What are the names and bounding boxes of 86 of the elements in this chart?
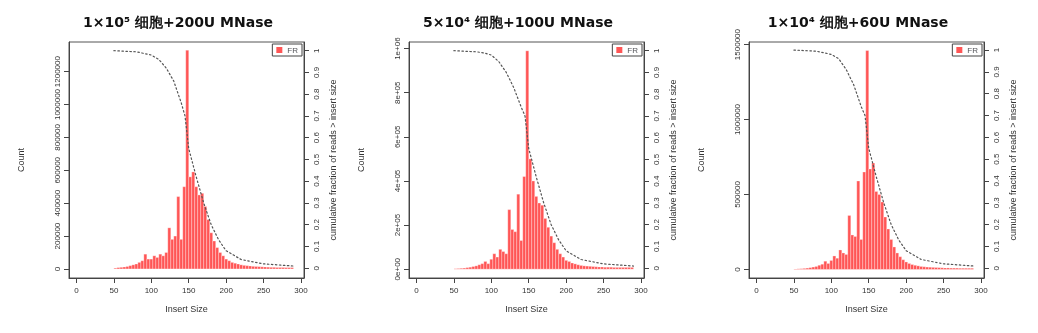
y-tick-label: 4e+05 — [392, 169, 402, 193]
x-tick-label: 150 — [522, 285, 536, 295]
y2-axis-title: cumulative fraction of reads > insert size — [667, 79, 678, 241]
x-tick-label: 100 — [484, 285, 499, 295]
y-tick-label: 1500000 — [732, 28, 742, 61]
x-tick-label: 250 — [256, 285, 271, 295]
x-tick-label: 200 — [559, 285, 574, 295]
y2-tick-label: 0.2 — [991, 218, 1001, 231]
y-tick-label: 2e+05 — [392, 213, 402, 237]
x-tick-label: 150 — [862, 285, 876, 295]
y-tick-label: 1000000 — [732, 103, 742, 136]
y-tick-label: 1000000 — [52, 88, 62, 121]
legend-label: FR — [627, 45, 639, 55]
y2-tick-label: 0.1 — [311, 240, 321, 253]
y-tick-label: 500000 — [732, 180, 742, 208]
y2-tick-label: 0.5 — [991, 153, 1001, 165]
y-axis-title: Count — [695, 147, 706, 173]
y2-tick-label: 1 — [651, 47, 661, 53]
y2-tick-label: 0.2 — [311, 218, 321, 231]
x-axis-title: Insert Size — [845, 303, 888, 314]
chart-title: 1×10⁵ 细胞+200U MNase — [82, 14, 274, 30]
y2-tick-label: 0.3 — [311, 196, 321, 209]
y2-tick-label: 0 — [311, 265, 321, 271]
y2-tick-label: 0 — [651, 265, 661, 271]
y-tick-label: 1200000 — [52, 55, 62, 88]
x-tick-label: 250 — [936, 285, 951, 295]
x-tick-label: 100 — [144, 285, 159, 295]
y2-tick-label: 0.4 — [311, 175, 321, 187]
y2-tick-label: 0.1 — [991, 240, 1001, 252]
y2-tick-label: 0.5 — [651, 153, 661, 166]
y2-axis-title: cumulative fraction of reads > insert size — [327, 79, 338, 241]
y-tick-label: 8e+05 — [392, 80, 402, 104]
y2-tick-label: 0.8 — [311, 88, 321, 100]
y-tick-label: 0e+00 — [392, 257, 402, 281]
y2-tick-label: 0 — [991, 265, 1001, 271]
x-axis-title: Insert Size — [165, 303, 208, 314]
y2-tick-label: 0.4 — [651, 175, 661, 187]
chart-title: 5×10⁴ 细胞+100U MNase — [422, 14, 614, 30]
chart-title: 1×10⁴ 细胞+60U MNase — [767, 14, 949, 30]
y-tick-label: 600000 — [52, 156, 62, 184]
y-axis-title: Count — [355, 147, 366, 173]
y-axis-title: Count — [15, 147, 26, 173]
y2-tick-label: 0.2 — [651, 218, 661, 231]
y2-tick-label: 0.5 — [311, 153, 321, 166]
y2-tick-label: 0.4 — [991, 174, 1001, 187]
y2-tick-label: 0.8 — [991, 87, 1001, 100]
y-tick-label: 0 — [732, 266, 742, 272]
y-tick-label: 6e+05 — [392, 125, 402, 149]
x-tick-label: 100 — [824, 285, 839, 295]
x-tick-label: 250 — [596, 285, 611, 295]
x-tick-label: 0 — [414, 285, 420, 295]
x-tick-label: 300 — [634, 285, 649, 295]
x-tick-label: 200 — [899, 285, 914, 295]
x-tick-label: 300 — [294, 285, 309, 295]
legend-label: FR — [967, 45, 979, 55]
x-tick-label: 300 — [974, 285, 989, 295]
legend-label: FR — [287, 45, 299, 55]
y-tick-label: 200000 — [52, 222, 62, 250]
y2-tick-label: 0.6 — [651, 131, 661, 144]
y2-tick-label: 0.6 — [311, 131, 321, 144]
x-axis-title: Insert Size — [505, 303, 548, 314]
y-tick-label: 800000 — [52, 123, 62, 151]
y-tick-label: 1e+06 — [392, 36, 402, 60]
y2-tick-label: 0.9 — [991, 65, 1001, 78]
y2-tick-label: 0.7 — [991, 109, 1001, 122]
y2-tick-label: 0.8 — [651, 88, 661, 100]
y-tick-label: 0 — [52, 266, 62, 272]
y2-tick-label: 0.3 — [991, 196, 1001, 209]
y2-tick-label: 0.1 — [651, 240, 661, 253]
y2-tick-label: 0.7 — [311, 109, 321, 122]
y2-axis-title: cumulative fraction of reads > insert size — [1007, 79, 1018, 241]
y2-tick-label: 0.9 — [311, 66, 321, 79]
y2-tick-label: 0.7 — [651, 109, 661, 122]
y2-tick-label: 1 — [991, 47, 1001, 53]
y2-tick-label: 1 — [311, 47, 321, 53]
x-tick-label: 50 — [789, 285, 799, 295]
x-tick-label: 150 — [182, 285, 196, 295]
y2-tick-label: 0.3 — [651, 196, 661, 209]
x-tick-label: 0 — [74, 285, 80, 295]
y-tick-label: 400000 — [52, 189, 62, 217]
x-tick-label: 0 — [754, 285, 760, 295]
y2-tick-label: 0.9 — [651, 66, 661, 79]
x-tick-label: 50 — [109, 285, 119, 295]
x-tick-label: 200 — [219, 285, 234, 295]
x-tick-label: 50 — [449, 285, 459, 295]
y2-tick-label: 0.6 — [991, 131, 1001, 143]
